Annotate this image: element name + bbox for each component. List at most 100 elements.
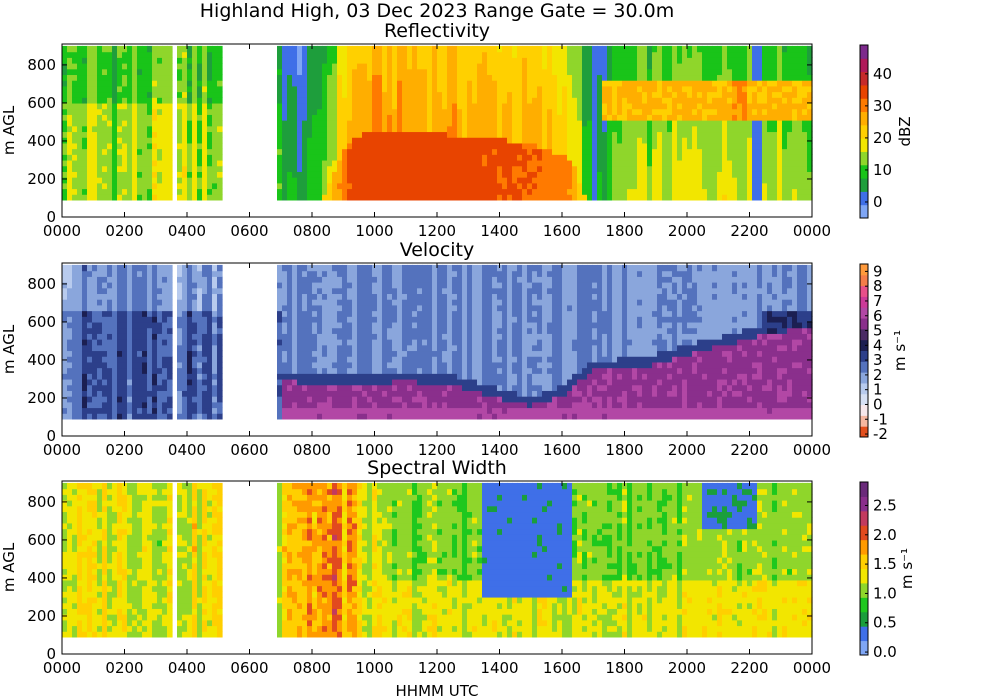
heatmap-cell — [502, 159, 508, 167]
heatmap-cell — [512, 142, 518, 150]
heatmap-cell — [92, 367, 98, 374]
heatmap-cell — [347, 159, 353, 167]
heatmap-cell — [632, 102, 638, 110]
heatmap-cell — [142, 276, 148, 283]
heatmap-cell — [492, 171, 498, 178]
heatmap-cell — [312, 304, 318, 312]
heatmap-cell — [732, 45, 738, 53]
heatmap-cell — [752, 188, 758, 195]
heatmap-cell — [87, 57, 93, 64]
heatmap-cell — [627, 194, 633, 201]
heatmap-cell — [322, 63, 328, 70]
heatmap-cell — [217, 310, 223, 317]
heatmap-cell — [212, 287, 218, 295]
heatmap-cell — [177, 131, 183, 138]
heatmap-cell — [77, 356, 83, 363]
heatmap-cell — [342, 148, 348, 155]
heatmap-cell — [422, 188, 428, 195]
heatmap-cell — [612, 68, 618, 76]
heatmap-cell — [597, 154, 603, 161]
heatmap-cell — [527, 80, 533, 87]
heatmap-cell — [182, 102, 188, 110]
heatmap-cell — [767, 188, 773, 195]
heatmap-cell — [152, 125, 158, 133]
heatmap-cell — [572, 80, 578, 87]
heatmap-cell — [342, 165, 348, 172]
heatmap-cell — [327, 91, 333, 98]
heatmap-cell — [182, 137, 188, 144]
heatmap-cell — [707, 142, 713, 150]
heatmap-cell — [592, 188, 598, 195]
heatmap-cell — [537, 142, 543, 150]
heatmap-cell — [137, 361, 143, 369]
heatmap-cell — [117, 276, 123, 283]
heatmap-cell — [687, 120, 693, 127]
heatmap-cell — [797, 165, 803, 172]
heatmap-cell — [427, 102, 433, 110]
heatmap-cell — [747, 74, 753, 81]
heatmap-cell — [167, 384, 173, 391]
heatmap-cell — [177, 367, 183, 374]
heatmap-cell — [92, 171, 98, 178]
heatmap-cell — [202, 407, 208, 414]
heatmap-cell — [62, 378, 68, 386]
heatmap-cell — [202, 413, 208, 420]
heatmap-cell — [772, 177, 778, 184]
heatmap-cell — [787, 91, 793, 98]
heatmap-cell — [342, 97, 348, 104]
heatmap-cell — [192, 74, 198, 81]
heatmap-cell — [452, 63, 458, 70]
heatmap-cell — [292, 316, 298, 323]
heatmap-cell — [467, 85, 473, 93]
heatmap-cell — [467, 57, 473, 64]
heatmap-cell — [732, 194, 738, 201]
heatmap-cell — [682, 125, 688, 133]
heatmap-cell — [457, 97, 463, 104]
heatmap-cell — [442, 159, 448, 167]
heatmap-cell — [597, 125, 603, 133]
heatmap-cell — [797, 91, 803, 98]
heatmap-cell — [352, 63, 358, 70]
heatmap-cell — [147, 293, 153, 300]
heatmap-cell — [97, 316, 103, 323]
heatmap-cell — [412, 102, 418, 110]
heatmap-cell — [657, 102, 663, 110]
heatmap-cell — [87, 327, 93, 334]
heatmap-cell — [667, 148, 673, 155]
heatmap-cell — [277, 299, 283, 306]
heatmap-cell — [547, 182, 553, 190]
heatmap-cell — [72, 293, 78, 300]
heatmap-cell — [287, 401, 293, 409]
heatmap-cell — [477, 102, 483, 110]
heatmap-cell — [807, 45, 813, 53]
heatmap-cell — [202, 390, 208, 397]
heatmap-cell — [157, 114, 163, 121]
heatmap-cell — [107, 114, 113, 121]
heatmap-cell — [562, 154, 568, 161]
heatmap-cell — [152, 68, 158, 76]
heatmap-cell — [277, 182, 283, 190]
heatmap-cell — [407, 154, 413, 161]
heatmap-cell — [327, 171, 333, 178]
heatmap-cell — [82, 114, 88, 121]
heatmap-cell — [107, 63, 113, 70]
heatmap-cell — [102, 51, 108, 58]
heatmap-cell — [207, 131, 213, 138]
heatmap-cell — [357, 114, 363, 121]
heatmap-cell — [702, 165, 708, 172]
heatmap-cell — [697, 177, 703, 184]
heatmap-cell — [507, 171, 513, 178]
heatmap-cell — [342, 131, 348, 138]
heatmap-cell — [102, 74, 108, 81]
heatmap-cell — [217, 159, 223, 167]
heatmap-cell — [317, 63, 323, 70]
heatmap-cell — [317, 299, 323, 306]
heatmap-cell — [512, 45, 518, 53]
colorbar-segment — [860, 164, 868, 179]
heatmap-cell — [302, 344, 308, 352]
heatmap-cell — [577, 188, 583, 195]
heatmap-cell — [277, 344, 283, 352]
heatmap-cell — [157, 194, 163, 201]
heatmap-cell — [652, 45, 658, 53]
heatmap-cell — [327, 108, 333, 115]
